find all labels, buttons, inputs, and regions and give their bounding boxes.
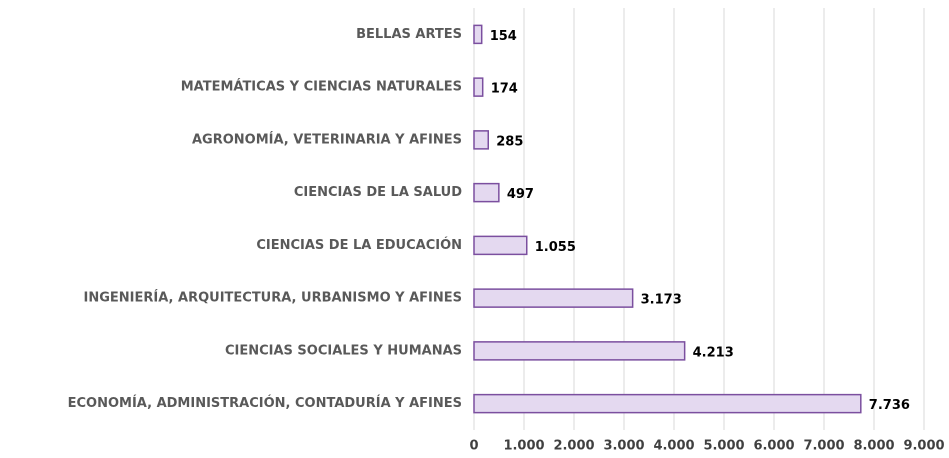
bar (473, 393, 862, 414)
bar (473, 77, 484, 97)
x-tick-label: 2.000 (553, 439, 594, 454)
category-label: INGENIERÍA, ARQUITECTURA, URBANISMO Y AF… (84, 290, 462, 306)
category-label: CIENCIAS SOCIALES Y HUMANAS (225, 343, 462, 358)
bar (473, 130, 489, 150)
x-tick-label: 7.000 (803, 439, 844, 454)
category-label: BELLAS ARTES (356, 27, 462, 42)
value-label: 154 (490, 29, 517, 44)
x-tick-label: 0 (469, 439, 478, 454)
x-tick-label: 4.000 (653, 439, 694, 454)
bar (473, 235, 528, 256)
bar (473, 288, 634, 308)
bar (473, 341, 686, 361)
category-label: MATEMÁTICAS Y CIENCIAS NATURALES (181, 79, 462, 95)
category-label: AGRONOMÍA, VETERINARIA Y AFINES (192, 131, 462, 147)
value-label: 285 (496, 134, 523, 149)
category-label: CIENCIAS DE LA EDUCACIÓN (256, 237, 462, 253)
x-tick-label: 6.000 (753, 439, 794, 454)
value-label: 497 (507, 187, 534, 202)
value-label: 3.173 (641, 293, 682, 308)
value-label: 4.213 (693, 345, 734, 360)
category-label: CIENCIAS DE LA SALUD (294, 185, 462, 200)
x-tick-label: 8.000 (853, 439, 894, 454)
x-tick-label: 5.000 (703, 439, 744, 454)
bar (473, 24, 483, 45)
bar (473, 182, 500, 203)
x-tick-label: 3.000 (603, 439, 644, 454)
x-tick-label: 9.000 (903, 439, 944, 454)
value-label: 7.736 (869, 398, 910, 413)
value-label: 174 (491, 82, 518, 97)
value-label: 1.055 (535, 240, 576, 255)
category-label: ECONOMÍA, ADMINISTRACIÓN, CONTADURÍA Y A… (68, 395, 462, 411)
x-tick-label: 1.000 (503, 439, 544, 454)
